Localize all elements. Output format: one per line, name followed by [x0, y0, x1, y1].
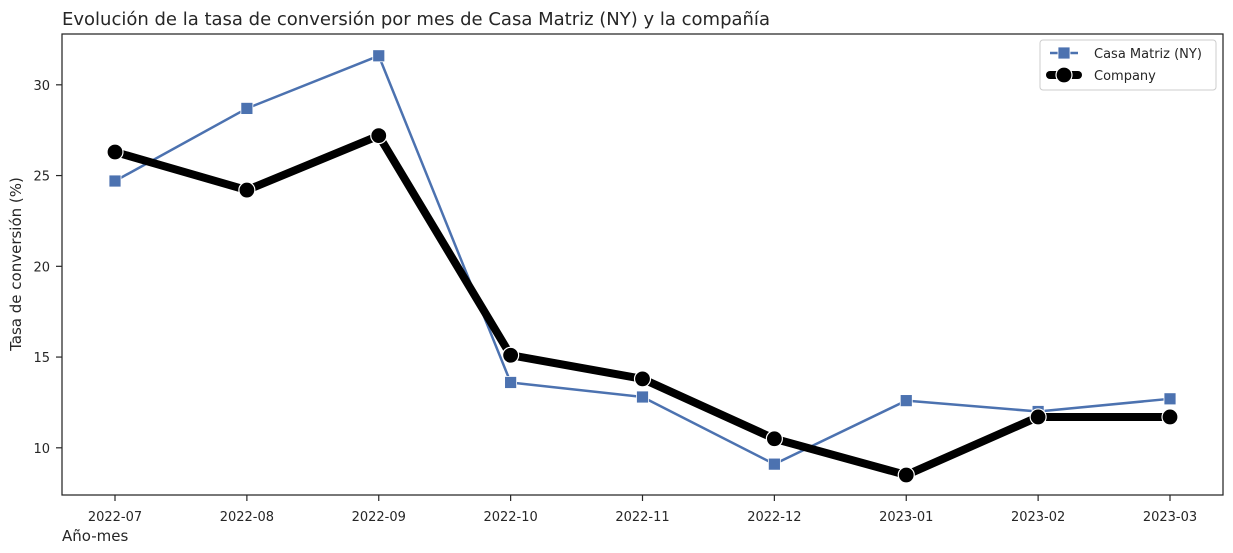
data-point-company	[106, 143, 124, 161]
x-tick-label: 2023-01	[879, 510, 933, 525]
data-point-company	[1029, 408, 1047, 426]
legend-box	[1039, 39, 1217, 91]
data-point-casa-matriz	[108, 174, 122, 188]
x-axis: 2022-07 2022-08 2022-09 2022-10 2022-11 2022-…	[88, 495, 1197, 525]
data-point-casa-matriz	[240, 102, 254, 115]
x-tick-label: 2023-03	[1143, 510, 1197, 525]
data-point-company	[633, 370, 652, 388]
y-tick-label: 15	[33, 351, 50, 366]
y-tick-label: 30	[33, 79, 50, 94]
legend-marker-casa-matriz	[1057, 46, 1071, 60]
data-point-casa-matriz	[636, 390, 649, 404]
chart-title: Evolución de la tasa de conversión por m…	[62, 9, 770, 30]
legend-label-casa-matriz: Casa Matriz (NY)	[1094, 47, 1202, 62]
data-point-company	[765, 430, 783, 448]
x-tick-label: 2022-08	[220, 510, 274, 525]
y-tick-label: 20	[33, 260, 50, 275]
plot-area-frame	[61, 33, 1224, 496]
y-tick-label: 25	[33, 170, 50, 185]
data-point-company	[1161, 408, 1179, 426]
series-line-company	[111, 131, 1174, 480]
y-axis-label: Tasa de conversión (%)	[7, 177, 25, 352]
y-tick-label: 10	[33, 442, 50, 457]
data-point-casa-matriz	[899, 394, 913, 408]
x-tick-label: 2022-10	[483, 510, 537, 525]
legend: Casa Matriz (NY) Company	[1039, 39, 1217, 91]
x-axis-label: Año-mes	[62, 527, 128, 545]
x-tick-label: 2023-02	[1011, 510, 1065, 525]
x-tick-label: 2022-11	[615, 510, 669, 525]
data-point-company	[897, 466, 915, 484]
data-point-casa-matriz	[372, 49, 386, 63]
data-point-company	[370, 127, 388, 145]
x-tick-label: 2022-12	[747, 510, 801, 525]
x-tick-label: 2022-09	[352, 510, 406, 525]
data-point-casa-matriz	[1163, 392, 1177, 406]
data-point-company	[502, 346, 520, 364]
x-tick-label: 2022-07	[88, 510, 142, 525]
legend-label-company: Company	[1094, 69, 1156, 84]
data-point-company	[238, 181, 256, 199]
data-point-casa-matriz	[504, 376, 518, 389]
data-point-casa-matriz	[767, 457, 781, 471]
series-layer	[106, 49, 1179, 484]
y-axis: 10 15 20 25 30	[33, 79, 62, 457]
legend-marker-company	[1055, 66, 1073, 84]
